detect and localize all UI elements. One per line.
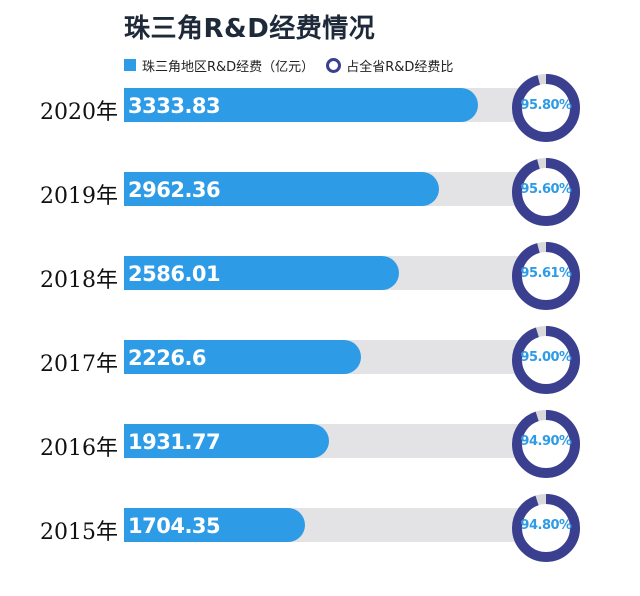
donut-share-arc	[512, 494, 580, 562]
share-donut	[512, 74, 580, 142]
bar-fill: 2226.6	[124, 340, 361, 374]
year-label: 2017年	[40, 352, 118, 377]
year-label: 2018年	[40, 268, 118, 293]
donut-share-arc	[512, 242, 580, 310]
bar-track: 2226.6	[124, 340, 544, 374]
year-label: 2016年	[40, 436, 118, 461]
bar-row: 2017年 2226.6 95.00%	[0, 320, 640, 404]
bar-row: 2020年 3333.83 95.80%	[0, 68, 640, 152]
bar-row: 2019年 2962.36 95.60%	[0, 152, 640, 236]
donut-share-arc	[512, 410, 580, 478]
share-donut	[512, 326, 580, 394]
share-percent-label: 95.80%	[520, 98, 572, 113]
legend-ring-marker	[326, 57, 342, 73]
share-percent-label: 95.60%	[520, 182, 572, 197]
donut-share-arc	[512, 326, 580, 394]
share-donut	[512, 494, 580, 562]
share-percent-label: 94.80%	[520, 518, 572, 533]
bar-value-label: 3333.83	[128, 94, 221, 118]
bar-value-label: 1931.77	[128, 430, 221, 454]
bar-track: 2962.36	[124, 172, 544, 206]
legend-label-share: 占全省R&D经费比	[346, 59, 454, 75]
share-donut	[512, 410, 580, 478]
bar-value-label: 2962.36	[128, 178, 221, 202]
bar-fill: 2586.01	[124, 256, 399, 290]
bar-track: 3333.83	[124, 88, 544, 122]
year-label: 2015年	[40, 520, 118, 545]
legend-square-swatch	[124, 59, 136, 71]
legend-label-funding: 珠三角地区R&D经费（亿元）	[142, 59, 315, 75]
chart-title: 珠三角R&D经费情况	[124, 14, 376, 44]
bar-fill: 3333.83	[124, 88, 479, 122]
year-label: 2020年	[40, 100, 118, 125]
bar-fill: 2962.36	[124, 172, 439, 206]
bar-track: 2586.01	[124, 256, 544, 290]
bar-track: 1931.77	[124, 424, 544, 458]
share-percent-label: 94.90%	[520, 434, 572, 449]
year-label: 2019年	[40, 184, 118, 209]
donut-share-arc	[512, 158, 580, 226]
bar-fill: 1704.35	[124, 508, 306, 542]
bar-row: 2015年 1704.35 94.80%	[0, 488, 640, 572]
share-percent-label: 95.61%	[520, 266, 572, 281]
bar-value-label: 2586.01	[128, 262, 221, 286]
share-donut	[512, 158, 580, 226]
bar-value-label: 1704.35	[128, 514, 221, 538]
bar-row: 2016年 1931.77 94.90%	[0, 404, 640, 488]
bar-fill: 1931.77	[124, 424, 330, 458]
share-donut	[512, 242, 580, 310]
legend: 珠三角地区R&D经费（亿元） 占全省R&D经费比	[124, 56, 454, 75]
bar-value-label: 2226.6	[128, 346, 207, 370]
bar-row: 2018年 2586.01 95.61%	[0, 236, 640, 320]
share-percent-label: 95.00%	[520, 350, 572, 365]
bar-track: 1704.35	[124, 508, 544, 542]
donut-share-arc	[512, 74, 580, 142]
